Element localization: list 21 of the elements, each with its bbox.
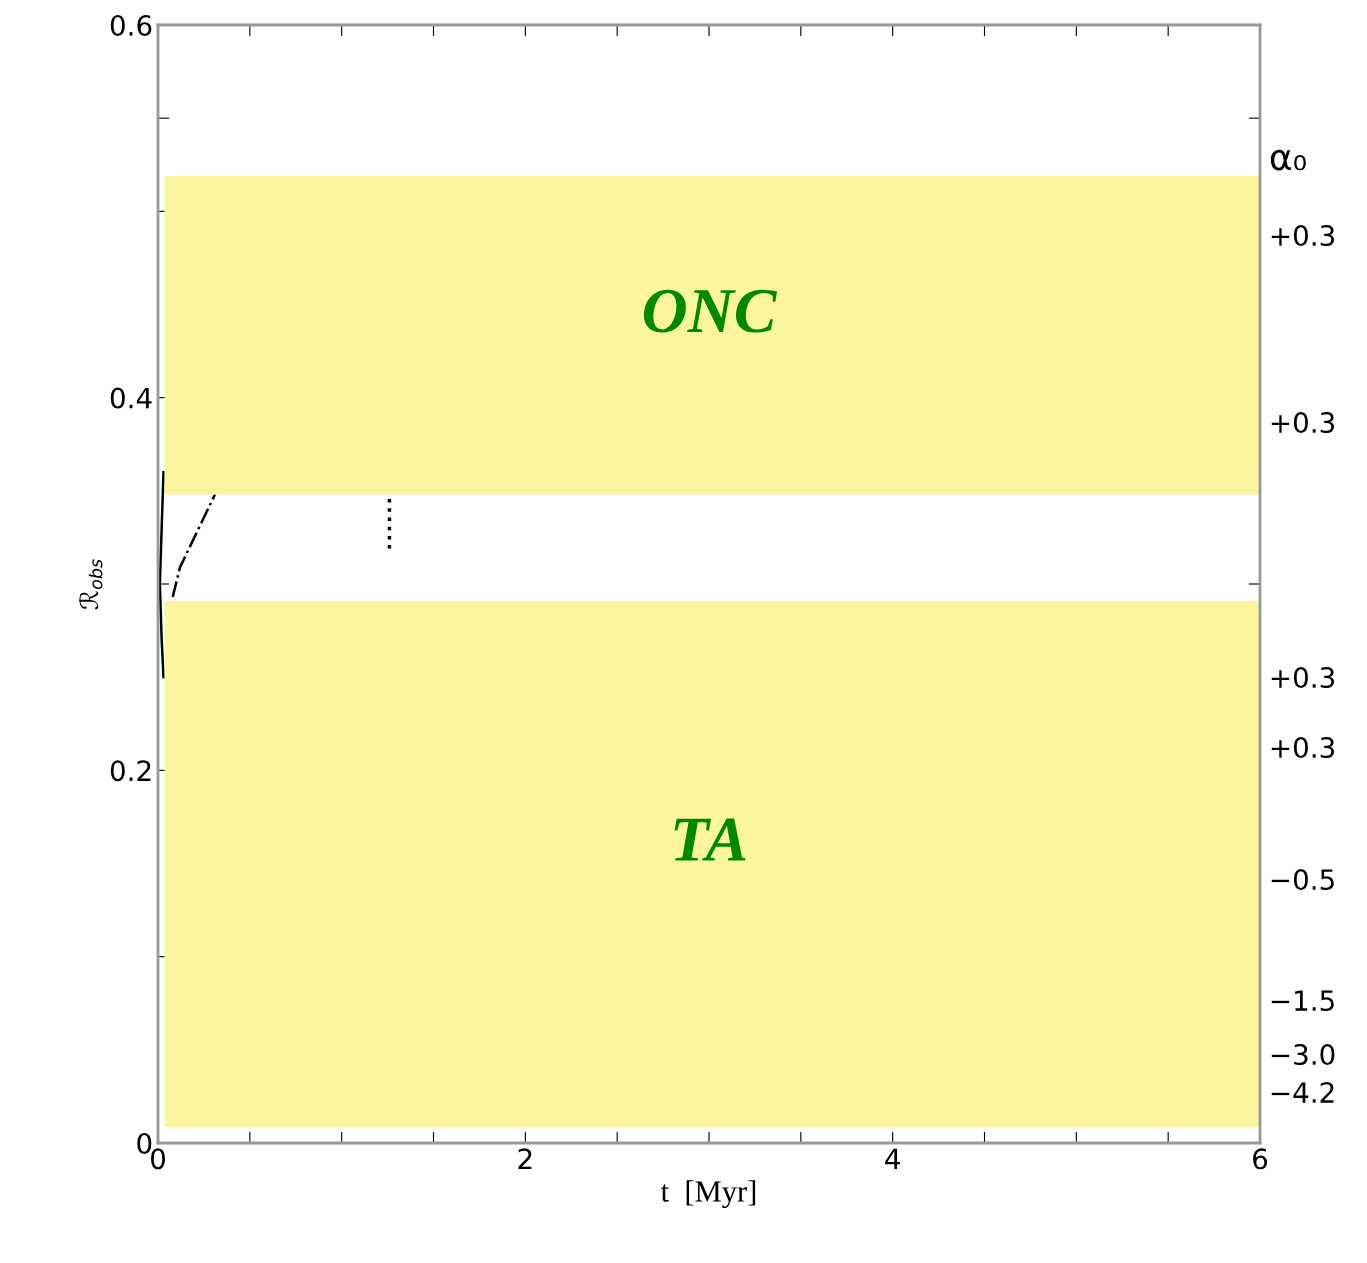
- text: +0.3: [1271, 412, 1335, 434]
- text: +0.3: [1271, 225, 1335, 247]
- line-series: [158, 470, 165, 679]
- x-tick-label: 6: [1253, 1148, 1268, 1170]
- y-tick-label: 0.2: [110, 760, 151, 782]
- text: −1.5: [1271, 990, 1334, 1012]
- text: −0.5: [1271, 869, 1334, 891]
- y-tick-label: 0.6: [110, 14, 152, 36]
- x-axis-title: t [Myr]: [660, 1180, 756, 1209]
- band-label: ONC: [643, 289, 778, 333]
- x-tick-label: 2: [518, 1148, 532, 1169]
- y-tick-label: 0: [137, 1132, 152, 1154]
- band-label: TA: [674, 818, 746, 861]
- y-tick-label: 0.4: [110, 387, 152, 409]
- text: −4.2: [1271, 1082, 1334, 1103]
- text: −3.0: [1271, 1044, 1335, 1066]
- y-axis-title: ℛ$_{obs}$: [78, 559, 103, 610]
- text: +0.3: [1271, 737, 1335, 759]
- text: α₀: [1270, 149, 1306, 171]
- x-tick-label: 4: [885, 1148, 900, 1169]
- text: +0.3: [1271, 667, 1335, 689]
